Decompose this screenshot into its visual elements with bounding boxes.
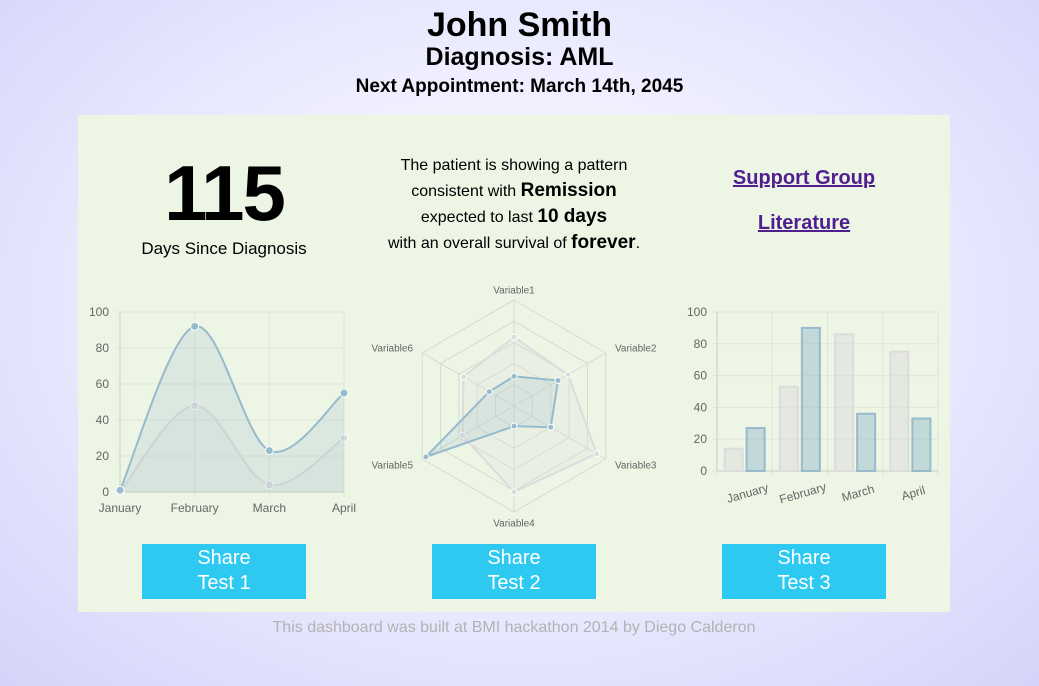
chart1-series-1-point [190,401,200,411]
prognosis-period: . [635,235,641,252]
chart3-y-tick: 20 [694,432,708,446]
chart1-y-tick: 20 [96,449,110,463]
chart1-x-tick: April [332,501,356,515]
share-test-3-line2: Test 3 [777,572,831,594]
days-since-diagnosis-label: Days Since Diagnosis [141,239,307,258]
share-test-1-line1: Share [197,547,251,569]
chart3-series-2-bar [800,326,821,472]
chart3-y-tick: 0 [700,464,707,478]
share-test-2-button[interactable]: Share Test 2 [432,544,596,599]
chart3-series-2-bar [856,412,877,473]
chart2-axis-label: Variable4 [493,519,535,530]
chart3-series-2-bar [745,427,766,473]
chart1-series-1-point [264,480,274,490]
chart2-series-2-point [422,453,430,461]
chart2-series-1-point [564,371,572,379]
chart3-x-tick: January [725,481,770,506]
chart2-axis-label: Variable3 [615,460,657,471]
chart3-y-tick: 80 [694,337,708,351]
days-since-diagnosis-value: 115 [164,149,286,237]
chart3-y-tick: 60 [694,369,708,383]
chart2-series-1-point [510,488,518,496]
chart2-series-2-point [554,377,562,385]
share-test-3-button[interactable]: Share Test 3 [722,544,886,599]
share-test-1-line2: Test 1 [197,572,251,594]
prognosis-pattern: Remission [520,180,617,201]
chart2-spoke [513,405,607,460]
chart3-x-tick: March [840,482,876,505]
chart2-spoke [421,352,515,407]
chart2-series-2-point [510,372,518,380]
prognosis-line-2: consistent with [411,183,521,200]
chart1-series-1-area [120,405,344,492]
chart2-spoke [421,405,515,460]
chart2-axis-label: Variable6 [372,344,414,355]
chart2-series-1-point [460,373,468,381]
chart3-series-1-bar [889,350,910,472]
chart3-y-tick: 40 [694,400,708,414]
chart2-axis-label: Variable2 [615,344,657,355]
prognosis-line-3: expected to last [420,209,538,226]
chart3-y-tick: 100 [687,305,707,319]
chart1-y-tick: 60 [96,377,110,391]
share-test-1-button[interactable]: Share Test 1 [142,544,306,599]
chart3-series-1-bar [723,447,744,472]
chart1-x-tick: January [99,501,142,515]
support-group-link[interactable]: Support Group [732,167,876,189]
chart1-y-tick: 40 [96,413,110,427]
chart1-series-1-point [339,433,349,443]
prognosis-message: The patient is showing a pattern consist… [328,153,700,256]
next-appointment: Next Appointment: March 14th, 2045 [355,76,684,97]
chart3-series-1-bar [778,385,799,473]
chart2-series-1-point [510,333,518,341]
chart1-series-2-point [190,321,200,331]
chart2-series-2-point [485,388,493,396]
chart1-series-2-line [119,325,345,491]
chart1-series-2-point [264,446,274,456]
prognosis-line-4: with an overall survival of [387,235,572,252]
chart3-series-2-bar [911,417,932,472]
chart2-series-2-point [510,422,518,430]
chart1-series-2-point [115,485,125,495]
chart1-x-tick: February [171,501,219,515]
prognosis-line-1: The patient is showing a pattern [400,157,628,174]
footer-credit: This dashboard was built at BMI hackatho… [272,619,756,636]
chart3-x-tick: February [778,480,828,507]
chart3-x-tick: April [900,483,927,503]
chart1-series-2-area [120,326,344,492]
chart1-y-tick: 100 [89,305,109,319]
chart2-series-1-point [459,432,467,440]
diagnosis: Diagnosis: AML [425,43,614,71]
chart2-axis-label: Variable1 [493,285,535,296]
literature-link[interactable]: Literature [757,212,851,234]
share-test-2-line2: Test 2 [487,572,541,594]
chart1-y-tick: 80 [96,341,110,355]
share-test-3-line1: Share [777,547,831,569]
prognosis-duration: 10 days [537,206,608,227]
chart2-axis-label: Variable5 [372,460,414,471]
prognosis-survival: forever [571,232,636,253]
chart1-series-1-line [119,404,345,493]
share-test-2-line1: Share [487,547,541,569]
chart1-series-2-point [339,388,349,398]
chart2-series-2-point [547,423,555,431]
patient-name: John Smith [426,6,613,44]
chart2-series-1-point [593,450,601,458]
chart3-series-1-bar [834,333,855,473]
chart1-x-tick: March [253,501,286,515]
chart1-y-tick: 0 [102,485,109,499]
